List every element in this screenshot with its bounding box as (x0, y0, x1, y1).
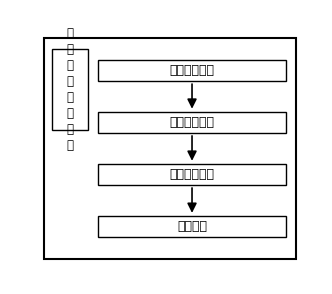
Bar (98, 112, 286, 133)
Text: 预警模块: 预警模块 (177, 220, 207, 233)
Text: 预测分析模块: 预测分析模块 (170, 168, 214, 181)
Bar (98, 216, 286, 237)
Bar (98, 60, 286, 81)
Bar (98, 164, 286, 185)
Bar (52, 49, 88, 130)
Text: 数据处理模块: 数据处理模块 (170, 116, 214, 129)
Text: 北
斗
数
据
处
理
系
统: 北 斗 数 据 处 理 系 统 (66, 27, 73, 152)
Text: 数据管理模块: 数据管理模块 (170, 64, 214, 77)
